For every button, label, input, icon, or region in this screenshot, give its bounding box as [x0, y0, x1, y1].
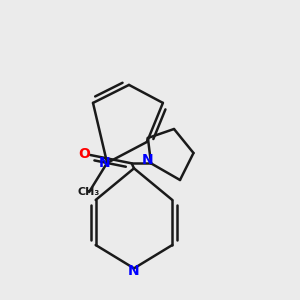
Text: O: O: [78, 147, 90, 161]
Text: N: N: [98, 156, 110, 170]
Text: N: N: [142, 153, 154, 167]
Text: CH₃: CH₃: [78, 187, 100, 197]
Text: N: N: [128, 264, 140, 278]
